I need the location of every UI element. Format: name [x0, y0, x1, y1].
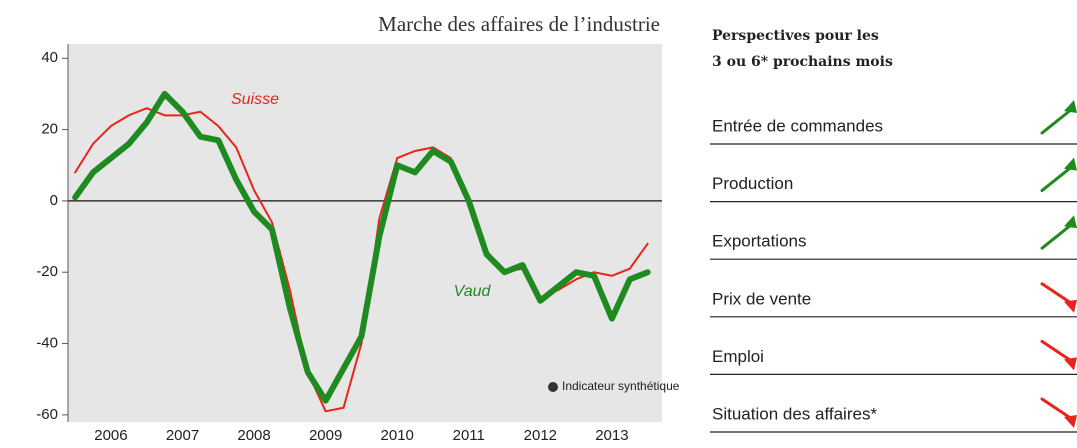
outlook-label: Prix de vente — [712, 289, 811, 308]
trend-arrow — [1040, 107, 1074, 135]
y-tick-label: 40 — [41, 49, 58, 66]
trend-arrow — [1040, 339, 1074, 363]
trend-arrow-head — [1064, 157, 1077, 171]
trend-arrow — [1040, 222, 1074, 250]
y-tick-label: -60 — [36, 406, 58, 423]
y-tick-label: 0 — [50, 192, 58, 209]
series-label: Vaud — [454, 283, 492, 300]
trend-arrow-head — [1064, 415, 1077, 428]
trend-arrow-head — [1064, 299, 1077, 313]
plot-background — [68, 44, 662, 422]
outlook-label: Emploi — [712, 347, 764, 366]
x-tick-label: 2006 — [94, 427, 127, 443]
y-tick-label: -20 — [36, 263, 58, 280]
trend-arrow-head — [1064, 100, 1077, 113]
x-tick-label: 2007 — [166, 427, 199, 443]
outlook-label: Situation des affaires* — [712, 404, 877, 423]
y-tick-label: 20 — [41, 121, 58, 138]
x-tick-label: 2008 — [237, 427, 270, 443]
legend-dot — [548, 382, 558, 392]
x-tick-label: 2010 — [381, 427, 414, 443]
y-tick-label: -40 — [36, 335, 58, 352]
legend-label: Indicateur synthétique — [562, 379, 680, 393]
outlook-label: Exportations — [712, 232, 807, 251]
outlook-label: Entrée de commandes — [712, 116, 883, 135]
line-series — [72, 90, 651, 404]
trend-arrow-head — [1064, 357, 1077, 371]
trend-arrow — [1040, 165, 1074, 193]
trend-arrow — [1040, 282, 1074, 306]
trend-arrow — [1040, 397, 1074, 421]
trend-arrow-head — [1064, 215, 1077, 229]
outlook-heading: 3 ou 6* prochains mois — [712, 54, 893, 70]
x-tick-label: 2013 — [595, 427, 628, 443]
outlook-heading: Perspectives pour les — [712, 28, 879, 44]
chart-title: Marche des affaires de l’industrie — [378, 12, 660, 36]
outlook-label: Production — [712, 174, 793, 193]
series-label: Suisse — [231, 91, 279, 108]
x-tick-label: 2012 — [524, 427, 557, 443]
x-tick-label: 2009 — [309, 427, 342, 443]
x-tick-label: 2011 — [453, 427, 485, 443]
